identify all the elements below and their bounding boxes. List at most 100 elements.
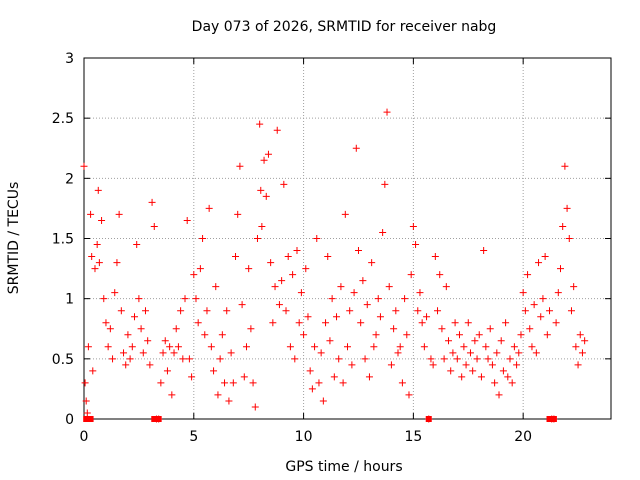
data-point bbox=[499, 367, 507, 375]
data-point bbox=[141, 307, 149, 315]
data-point bbox=[161, 337, 169, 345]
data-point bbox=[383, 108, 391, 116]
data-point bbox=[477, 373, 485, 381]
data-point bbox=[535, 259, 543, 267]
y-tick-label: 0.5 bbox=[52, 352, 74, 368]
data-point bbox=[271, 283, 279, 291]
data-point bbox=[445, 337, 453, 345]
data-point bbox=[117, 307, 125, 315]
data-point bbox=[80, 162, 88, 170]
data-point bbox=[365, 373, 373, 381]
data-point bbox=[308, 385, 316, 393]
data-point bbox=[256, 120, 264, 128]
data-point bbox=[403, 331, 411, 339]
data-point bbox=[124, 331, 132, 339]
data-point bbox=[100, 295, 108, 303]
data-point bbox=[486, 325, 494, 333]
x-tick-label: 20 bbox=[514, 429, 532, 445]
data-point bbox=[313, 235, 321, 242]
data-point bbox=[357, 319, 365, 327]
data-point bbox=[216, 355, 224, 363]
data-point bbox=[282, 307, 290, 315]
data-point bbox=[368, 259, 376, 267]
data-point bbox=[475, 331, 483, 339]
data-point bbox=[497, 337, 505, 345]
chart-title: Day 073 of 2026, SRMTID for receiver nab… bbox=[192, 19, 497, 35]
data-point bbox=[385, 283, 393, 291]
data-point bbox=[278, 277, 286, 285]
data-point bbox=[528, 343, 536, 351]
data-point bbox=[574, 361, 582, 369]
data-point bbox=[260, 156, 268, 164]
data-point bbox=[91, 265, 99, 273]
data-point bbox=[234, 210, 242, 218]
data-point bbox=[464, 319, 472, 327]
data-point bbox=[181, 295, 189, 303]
data-point bbox=[295, 319, 303, 327]
data-point bbox=[95, 259, 103, 267]
data-point bbox=[94, 186, 102, 194]
y-tick-label: 0 bbox=[65, 412, 74, 428]
data-point bbox=[88, 253, 96, 261]
data-point bbox=[302, 265, 310, 273]
data-point bbox=[223, 307, 231, 315]
x-tick-label: 10 bbox=[295, 429, 313, 445]
data-point bbox=[297, 289, 305, 297]
data-point bbox=[251, 403, 259, 411]
zero-marker bbox=[425, 416, 432, 422]
x-tick-label: 15 bbox=[404, 429, 422, 445]
zero-marker bbox=[151, 416, 158, 422]
data-point bbox=[306, 367, 314, 375]
data-point bbox=[159, 349, 167, 357]
data-point bbox=[192, 295, 200, 303]
data-point bbox=[447, 367, 455, 375]
data-point bbox=[104, 343, 112, 351]
data-point bbox=[146, 361, 154, 369]
data-point bbox=[506, 355, 514, 363]
data-point bbox=[565, 235, 573, 242]
data-point bbox=[392, 307, 400, 315]
data-point bbox=[170, 349, 178, 357]
x-tick-label: 0 bbox=[80, 429, 89, 445]
data-point bbox=[513, 361, 521, 369]
data-point bbox=[554, 289, 562, 297]
data-point bbox=[311, 343, 319, 351]
data-point bbox=[524, 271, 532, 279]
data-point bbox=[203, 307, 211, 315]
data-point bbox=[148, 198, 156, 206]
data-point bbox=[563, 204, 571, 212]
data-point bbox=[460, 343, 468, 351]
data-point bbox=[517, 331, 525, 339]
data-point bbox=[491, 379, 499, 387]
y-tick-label: 2.5 bbox=[52, 111, 74, 127]
data-point bbox=[227, 349, 235, 357]
data-point bbox=[109, 355, 117, 363]
data-point bbox=[166, 343, 174, 351]
data-point bbox=[462, 361, 470, 369]
data-point bbox=[330, 373, 338, 381]
data-point bbox=[126, 355, 134, 363]
data-point bbox=[436, 271, 444, 279]
data-point bbox=[440, 355, 448, 363]
data-point bbox=[537, 313, 545, 321]
y-tick-label: 2 bbox=[65, 171, 74, 187]
y-axis-label: SRMTID / TECUs bbox=[6, 182, 22, 295]
data-point bbox=[416, 289, 424, 297]
data-point bbox=[458, 373, 466, 381]
data-point bbox=[273, 126, 281, 134]
data-point bbox=[322, 319, 330, 327]
data-point bbox=[218, 331, 226, 339]
y-tick-label: 3 bbox=[65, 51, 74, 67]
data-point bbox=[157, 379, 165, 387]
data-point bbox=[519, 289, 527, 297]
data-point bbox=[337, 283, 345, 291]
data-point bbox=[315, 379, 323, 387]
data-point bbox=[150, 222, 158, 230]
data-point bbox=[115, 210, 123, 218]
data-point bbox=[354, 247, 362, 255]
data-point bbox=[304, 313, 312, 321]
data-point bbox=[339, 379, 347, 387]
data-point bbox=[249, 379, 257, 387]
data-point bbox=[427, 355, 435, 363]
